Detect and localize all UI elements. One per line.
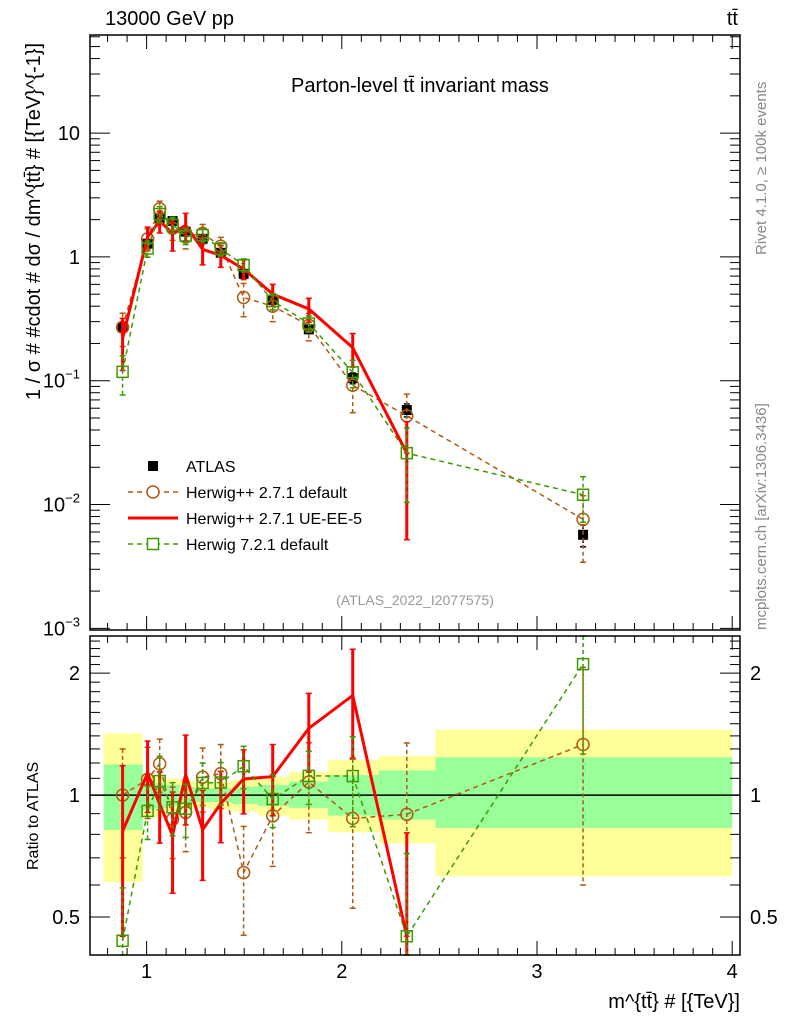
legend-label-atlas: ATLAS	[186, 459, 236, 476]
x-tick-label: 2	[336, 961, 347, 983]
data-point-herwig7	[153, 207, 166, 221]
x-axis-label: m^{tt̄} # [{TeV}]	[608, 991, 740, 1013]
x-tick-label: 3	[531, 961, 542, 983]
uncertainty-band-stat	[435, 757, 733, 828]
data-point-herwig7	[141, 242, 154, 255]
y-tick-label: 1	[69, 247, 80, 269]
data-point-herwig7	[179, 802, 192, 816]
data-point-herwig7	[400, 446, 414, 460]
data-point-herwig7	[141, 804, 154, 818]
data-point-herwig7	[576, 657, 590, 671]
ratio-y-tick-label: 1	[69, 785, 80, 807]
data-point-herwig7	[116, 934, 129, 947]
ratio-y-tick-label-right: 0.5	[750, 907, 778, 929]
data-point-herwig7	[179, 229, 192, 243]
data-point-herwig7	[346, 769, 359, 783]
data-point-herwig7	[302, 317, 316, 330]
data-point-herwig7	[400, 930, 414, 943]
chart-title: Parton-level tt̄ invariant mass	[291, 75, 549, 97]
rivet-label: Rivet 4.1.0, ≥ 100k events	[753, 82, 770, 255]
data-point-herwig7	[237, 258, 250, 272]
data-point-herwigpp-default	[400, 807, 414, 822]
energy-label: 13000 GeV pp	[105, 8, 234, 30]
y-tick-label: 10	[58, 123, 80, 145]
legend-label-herwigpp_default: Herwig++ 2.7.1 default	[186, 485, 348, 502]
ratio-y-axis-label: Ratio to ATLAS	[25, 762, 42, 870]
data-point-herwig7	[266, 294, 279, 308]
y-tick-label: 10−2	[43, 491, 80, 517]
y-tick-label: 10−1	[43, 367, 80, 393]
legend-marker	[146, 485, 160, 499]
analysis-annotation: (ATLAS_2022_I2077575)	[336, 592, 494, 608]
legend-marker	[146, 537, 160, 551]
data-point-herwig7	[196, 776, 209, 790]
legend-label-herwig7: Herwig 7.2.1 default	[186, 537, 329, 554]
process-label: tt̄	[727, 8, 739, 30]
main-plot-frame	[89, 34, 741, 631]
data-point-herwigpp-default	[236, 865, 251, 880]
series-line-herwigpp_ueee5	[121, 692, 409, 937]
legend-marker-atlas	[148, 461, 158, 471]
data-point-herwig7	[166, 218, 179, 231]
data-point-herwig7	[237, 760, 250, 773]
data-point-herwig7	[266, 792, 279, 806]
source-label: mcplots.cern.ch [arXiv:1306.3436]	[753, 403, 770, 630]
legend: ATLAS Herwig++ 2.7.1 default Herwig++ 2.7.…	[128, 459, 362, 554]
data-point-herwig7	[346, 366, 359, 379]
ratio-y-tick-label: 0.5	[52, 907, 80, 929]
series-line-herwigpp_ueee5	[121, 218, 409, 454]
data-point-herwig7	[214, 242, 228, 256]
ratio-y-tick-label-right: 1	[750, 785, 761, 807]
y-tick-label: 10−3	[43, 614, 80, 640]
data-point-herwig7	[116, 365, 129, 379]
data-point-herwigpp-default	[345, 378, 360, 392]
data-point-herwig7	[166, 800, 179, 814]
x-tick-label: 4	[727, 961, 738, 983]
y-axis-label: 1 / σ # #cdot # dσ / dm^{tt̄} # [{TeV}^{…	[23, 43, 45, 400]
ratio-y-tick-label-right: 2	[750, 663, 761, 685]
x-tick-label: 1	[141, 961, 152, 983]
data-point-atlas	[578, 529, 589, 540]
data-point-herwigpp-default	[236, 290, 251, 305]
data-point-herwig7	[196, 228, 209, 242]
data-point-herwig7	[576, 488, 590, 501]
data-point-herwig7	[153, 774, 166, 788]
data-point-herwig7	[302, 769, 316, 783]
data-point-herwig7	[214, 776, 228, 789]
ratio-y-tick-label: 2	[69, 663, 80, 685]
legend-label-herwigpp_ueee5: Herwig++ 2.7.1 UE-EE-5	[186, 511, 362, 528]
